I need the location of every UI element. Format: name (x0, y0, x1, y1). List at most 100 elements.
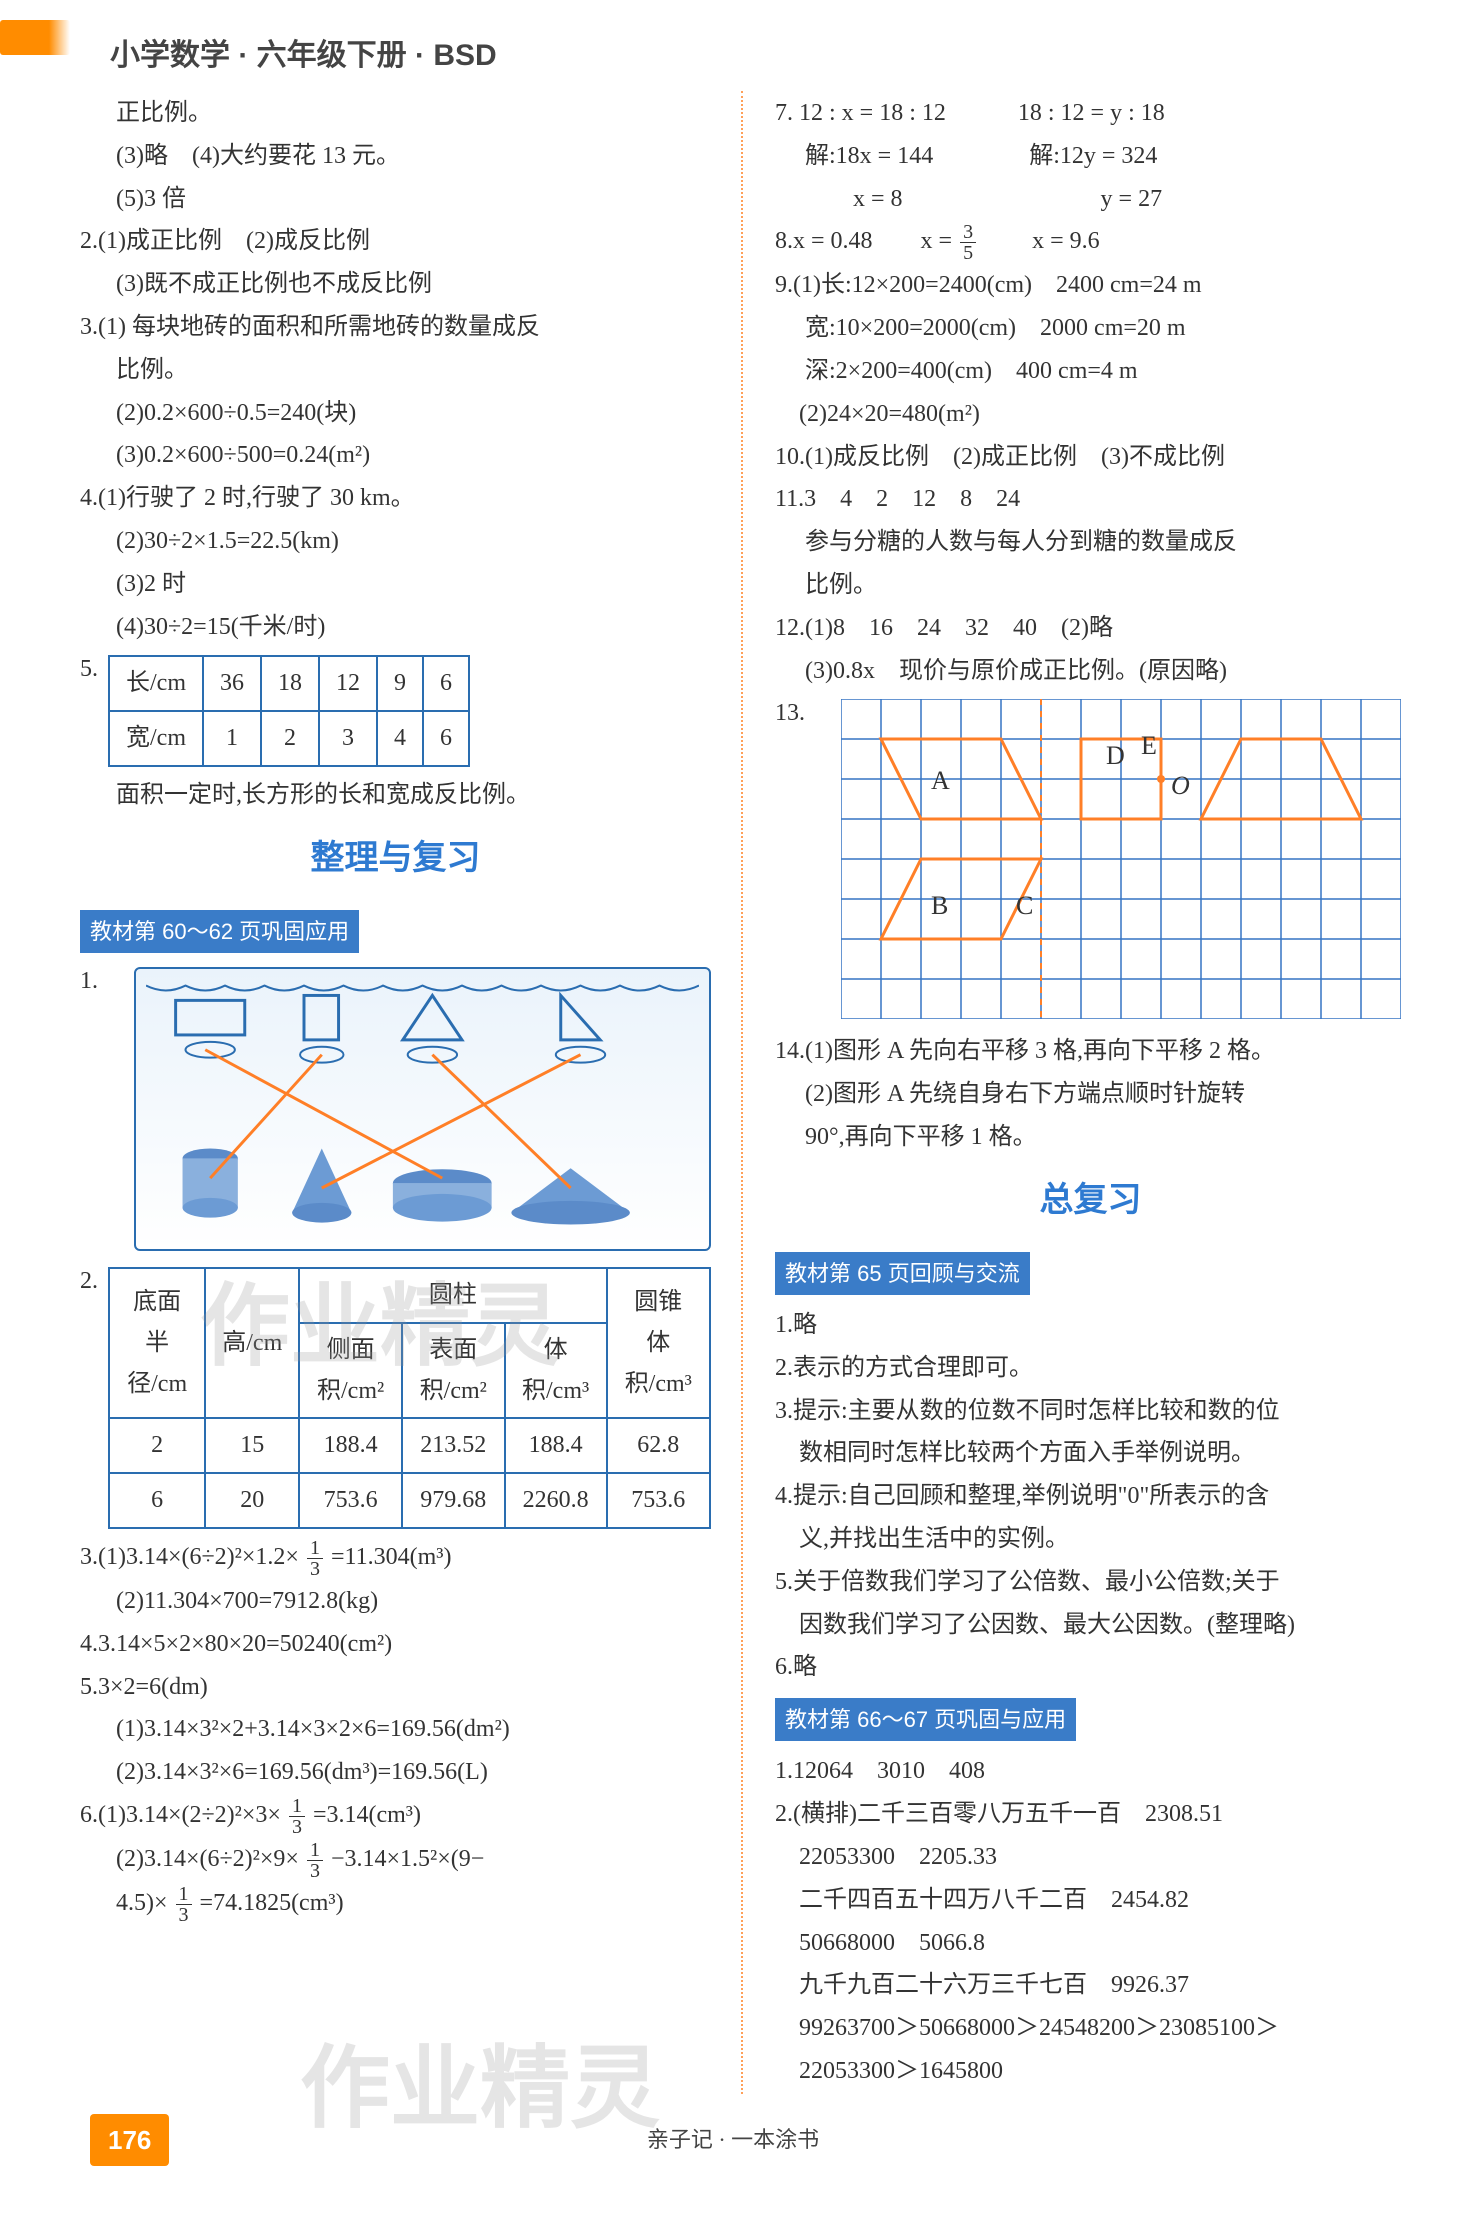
table-cell: 15 (205, 1418, 299, 1473)
text: 4.3.14×5×2×80×20=50240(cm²) (80, 1624, 711, 1665)
text-part: 4.5)× (116, 1890, 168, 1916)
banner: 教材第 66～67 页巩固与应用 (775, 1698, 1076, 1741)
text: 10.(1)成反比例 (2)成正比例 (3)不成比例 (775, 437, 1406, 478)
text: 4.5)× 13 =74.1825(cm³) (80, 1883, 711, 1925)
table-cell: 62.8 (607, 1418, 710, 1473)
table-cell: 188.4 (505, 1418, 607, 1473)
text: 深:2×200=400(cm) 400 cm=4 m (775, 351, 1406, 392)
text-part: 3.(1)3.14×(6÷2)²×1.2× (80, 1544, 299, 1570)
table-cell: 18 (261, 656, 319, 711)
text: 8.x = 0.48 x = 35 x = 9.6 (775, 221, 1406, 263)
table-header: 表面积/cm² (402, 1323, 505, 1419)
grid-label-o: O (1171, 771, 1190, 800)
text: (3)略 (4)大约要花 13 元。 (80, 136, 711, 177)
text: (2)24×20=480(m²) (775, 394, 1406, 435)
table-header: 圆柱 (299, 1268, 606, 1323)
table-cell: 1 (203, 711, 261, 766)
text: 22053300＞1645800 (775, 2051, 1406, 2092)
text: 7. 12 : x = 18 : 12 18 : 12 = y : 18 (775, 93, 1406, 134)
text-part: 6.(1)3.14×(2÷2)²×3× (80, 1802, 281, 1828)
text: 5.关于倍数我们学习了公倍数、最小公倍数;关于 (775, 1562, 1406, 1603)
table-header: 底面半径/cm (109, 1268, 205, 1418)
text: 4.提示:自己回顾和整理,举例说明"0"所表示的含 (775, 1476, 1406, 1517)
text: 比例。 (80, 350, 711, 391)
text: 11.3 4 2 12 8 24 (775, 479, 1406, 520)
table-5: 长/cm 36 18 12 9 6 宽/cm 1 2 3 4 6 (108, 655, 470, 767)
left-column: 正比例。 (3)略 (4)大约要花 13 元。 (5)3 倍 2.(1)成正比例… (80, 91, 711, 2094)
table-header: 高/cm (205, 1268, 299, 1418)
table-cell: 12 (319, 656, 377, 711)
text: (3)0.8x 现价与原价成正比例。(原因略) (775, 651, 1406, 692)
text: 面积一定时,长方形的长和宽成反比例。 (80, 775, 711, 816)
column-divider (741, 91, 745, 2094)
section-title: 总复习 (775, 1172, 1406, 1230)
table-cell: 753.6 (299, 1473, 402, 1528)
text: (2)3.14×(6÷2)²×9× 13 −3.14×1.5²×(9− (80, 1839, 711, 1881)
grid-label-a: A (931, 766, 950, 795)
text: 3.提示:主要从数的位数不同时怎样比较和数的位 (775, 1391, 1406, 1432)
page-number: 176 (90, 2114, 169, 2166)
text: (3)既不成正比例也不成反比例 (80, 264, 711, 305)
table-cell: 6 (109, 1473, 205, 1528)
grid-label-b: B (931, 891, 948, 920)
table-cell: 2 (261, 711, 319, 766)
text: 3.(1)3.14×(6÷2)²×1.2× 13 =11.304(m³) (80, 1537, 711, 1579)
table-cell: 188.4 (299, 1418, 402, 1473)
text: 9.(1)长:12×200=2400(cm) 2400 cm=24 m (775, 265, 1406, 306)
text-part: −3.14×1.5²×(9− (331, 1846, 484, 1872)
text: 4.(1)行驶了 2 时,行驶了 30 km。 (80, 478, 711, 519)
text: (5)3 倍 (80, 179, 711, 220)
table-cell: 753.6 (607, 1473, 710, 1528)
diagram-svg (146, 979, 699, 1239)
grid-svg: A D E O B C (841, 699, 1401, 1019)
table-cell: 979.68 (402, 1473, 505, 1528)
text: (2)0.2×600÷0.5=240(块) (80, 393, 711, 434)
table-cell: 6 (423, 656, 469, 711)
table-cell: 宽/cm (109, 711, 203, 766)
text: 义,并找出生活中的实例。 (775, 1519, 1406, 1560)
text: x = 8 y = 27 (775, 179, 1406, 220)
footer: 176 亲子记 · 一本涂书 (80, 2114, 1406, 2166)
text: (1)3.14×3²×2+3.14×3×2×6=169.56(dm²) (80, 1709, 711, 1750)
table-cell: 36 (203, 656, 261, 711)
text: 1.略 (775, 1305, 1406, 1346)
label: 5. (80, 649, 98, 690)
text: 正比例。 (80, 93, 711, 134)
table-cell: 4 (377, 711, 423, 766)
text: 22053300 2205.33 (775, 1837, 1406, 1878)
text: (2)图形 A 先绕自身右下方端点顺时针旋转 (775, 1074, 1406, 1115)
right-column: 7. 12 : x = 18 : 12 18 : 12 = y : 18 解:1… (775, 91, 1406, 2094)
label: 13. (775, 693, 805, 734)
table-cell: 9 (377, 656, 423, 711)
section-title: 整理与复习 (80, 830, 711, 888)
label: 2. (80, 1261, 98, 1302)
text: (3)2 时 (80, 564, 711, 605)
diagram-rotation-solids (134, 967, 711, 1251)
table-cell: 2 (109, 1418, 205, 1473)
text: 5.3×2=6(dm) (80, 1667, 711, 1708)
table-cell: 3 (319, 711, 377, 766)
text: 99263700＞50668000＞24548200＞23085100＞ (775, 2008, 1406, 2049)
grid-label-c: C (1016, 891, 1033, 920)
text: (4)30÷2=15(千米/时) (80, 607, 711, 648)
page-tab (0, 20, 70, 55)
text: 6.略 (775, 1647, 1406, 1688)
table-header: 侧面积/cm² (299, 1323, 402, 1419)
grid-label-d: D (1106, 741, 1125, 770)
table-header: 体积/cm³ (505, 1323, 607, 1419)
text: 2.(1)成正比例 (2)成反比例 (80, 221, 711, 262)
text: 2.(横排)二千三百零八万五千一百 2308.51 (775, 1794, 1406, 1835)
label: 1. (80, 961, 98, 1002)
text: 宽:10×200=2000(cm) 2000 cm=20 m (775, 308, 1406, 349)
table-cell: 20 (205, 1473, 299, 1528)
text: 12.(1)8 16 24 32 40 (2)略 (775, 608, 1406, 649)
text: 二千四百五十四万八千二百 2454.82 (775, 1880, 1406, 1921)
table-cell: 213.52 (402, 1418, 505, 1473)
text-part: (2)3.14×(6÷2)²×9× (116, 1846, 299, 1872)
banner: 教材第 65 页回顾与交流 (775, 1252, 1030, 1295)
text: 2.表示的方式合理即可。 (775, 1348, 1406, 1389)
table-cell: 2260.8 (505, 1473, 607, 1528)
text-part: =3.14(cm³) (313, 1802, 421, 1828)
text: 1.12064 3010 408 (775, 1751, 1406, 1792)
text: (2)3.14×3²×6=169.56(dm³)=169.56(L) (80, 1752, 711, 1793)
